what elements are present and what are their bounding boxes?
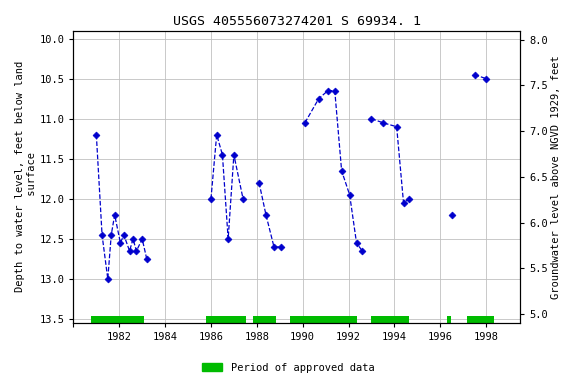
Y-axis label: Groundwater level above NGVD 1929, feet: Groundwater level above NGVD 1929, feet	[551, 55, 561, 299]
Title: USGS 405556073274201 S 69934. 1: USGS 405556073274201 S 69934. 1	[173, 15, 421, 28]
Y-axis label: Depth to water level, feet below land
 surface: Depth to water level, feet below land su…	[15, 61, 37, 293]
Legend: Period of approved data: Period of approved data	[198, 359, 378, 377]
